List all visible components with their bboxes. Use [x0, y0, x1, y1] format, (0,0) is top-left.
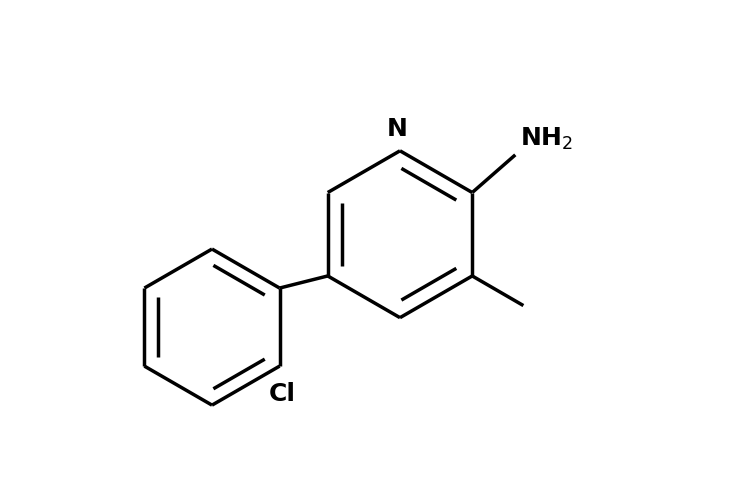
Text: N: N [387, 117, 408, 141]
Text: NH$_2$: NH$_2$ [520, 126, 572, 152]
Text: Cl: Cl [269, 382, 296, 406]
